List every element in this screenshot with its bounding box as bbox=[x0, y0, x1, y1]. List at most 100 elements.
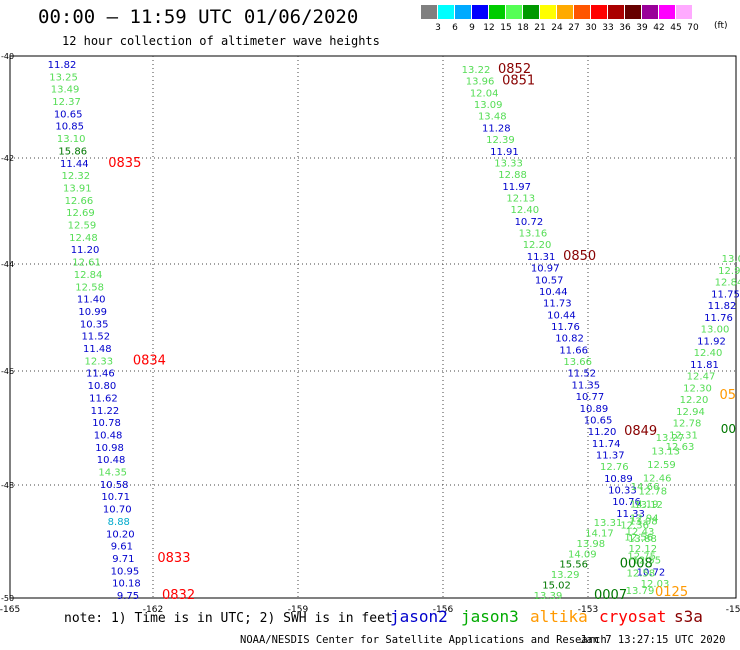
track2-swh-value: 11.52 bbox=[567, 369, 596, 380]
track2-swh-value: 11.33 bbox=[616, 509, 645, 520]
track1-swh-value: 11.44 bbox=[60, 159, 89, 170]
track2-swh-value: 10.89 bbox=[604, 474, 633, 485]
track2-swh-value: 11.31 bbox=[527, 252, 556, 263]
track1-time-label: 0833 bbox=[157, 551, 190, 566]
lon-tick-label: -162 bbox=[143, 605, 163, 615]
track2-swh-value: 12.76 bbox=[600, 462, 629, 473]
track5-swh-value: 12.78 bbox=[639, 487, 668, 498]
track2-swh-value: 11.28 bbox=[482, 123, 511, 134]
legend-swatch bbox=[540, 5, 556, 19]
track2-swh-value: 11.73 bbox=[543, 299, 572, 310]
footer-credit: NOAA/NESDIS Center for Satellite Applica… bbox=[240, 634, 607, 646]
track2-swh-value: 12.40 bbox=[510, 205, 539, 216]
track1-swh-value: 11.62 bbox=[89, 393, 118, 404]
track5-swh-value: 12.94 bbox=[630, 514, 659, 525]
track4-swh-value: 13.08 bbox=[629, 517, 658, 528]
track2-swh-value: 10.65 bbox=[584, 415, 613, 426]
altika-time-label: 05 bbox=[719, 388, 736, 403]
track2-swh-value: 10.77 bbox=[576, 392, 605, 403]
legend-label: 15 bbox=[500, 23, 512, 33]
track2-swh-value: 13.48 bbox=[478, 112, 507, 123]
legend-label: 39 bbox=[636, 23, 648, 33]
track2-time-label: 0852 bbox=[498, 62, 531, 77]
track1-swh-value: 12.58 bbox=[75, 282, 104, 293]
legend-label: 30 bbox=[585, 23, 597, 33]
legend-swatch bbox=[421, 5, 437, 19]
lat-tick-label: -48 bbox=[1, 481, 14, 490]
track2-swh-value: 12.20 bbox=[523, 240, 552, 251]
jason3-time-label: 00 bbox=[721, 422, 736, 436]
legend-swatch bbox=[489, 5, 505, 19]
track2-swh-value: 13.96 bbox=[466, 77, 495, 88]
track1-swh-value: 11.48 bbox=[83, 344, 112, 355]
track1-swh-value: 14.35 bbox=[98, 468, 127, 479]
track1-swh-value: 13.91 bbox=[63, 183, 92, 194]
track1-swh-value: 9.61 bbox=[111, 542, 133, 553]
track1-swh-value: 9.71 bbox=[112, 554, 134, 565]
legend-swatch bbox=[455, 5, 471, 19]
track2-swh-value: 13.22 bbox=[462, 65, 491, 76]
track6-swh-value: 12.78 bbox=[673, 419, 702, 430]
legend-label: 9 bbox=[469, 23, 475, 33]
track2-swh-value: 11.66 bbox=[559, 345, 588, 356]
lon-tick-label: -150 bbox=[726, 605, 740, 615]
track5-swh-value: 12.59 bbox=[647, 460, 676, 471]
track2-swh-value: 10.82 bbox=[555, 334, 584, 345]
track2-swh-value: 11.37 bbox=[596, 451, 625, 462]
track4-swh-value: 14.66 bbox=[631, 482, 660, 493]
track3-swh-value: 14.09 bbox=[568, 549, 597, 560]
track1-swh-value: 10.78 bbox=[92, 418, 121, 429]
track6-swh-value: 12.30 bbox=[683, 383, 712, 394]
track1-swh-value: 10.35 bbox=[80, 319, 109, 330]
track6-swh-value: 12.99 bbox=[718, 266, 740, 277]
track1-swh-value: 10.58 bbox=[100, 480, 129, 491]
track1-swh-value: 9.75 bbox=[117, 591, 139, 602]
track2-swh-value: 12.56 bbox=[624, 532, 653, 543]
track2-swh-value: 13.66 bbox=[563, 357, 592, 368]
track1-swh-value: 11.20 bbox=[71, 245, 100, 256]
track1-swh-value: 12.48 bbox=[69, 233, 98, 244]
footer-note: note: 1) Time is in UTC; 2) SWH is in fe… bbox=[64, 611, 393, 626]
lon-tick-label: -165 bbox=[0, 605, 20, 615]
track1-swh-value: 12.84 bbox=[74, 270, 103, 281]
track5-swh-value: 12.46 bbox=[643, 473, 672, 484]
track6-swh-value: 11.82 bbox=[708, 301, 737, 312]
track2-swh-value: 10.72 bbox=[637, 567, 666, 578]
track1-swh-value: 10.98 bbox=[95, 443, 124, 454]
legend-swatch bbox=[574, 5, 590, 19]
track4-swh-value: 12.58 bbox=[627, 569, 656, 580]
page-title: 00:00 – 11:59 UTC 01/06/2020 bbox=[38, 6, 359, 28]
track1-swh-value: 10.65 bbox=[54, 109, 83, 120]
track3-swh-value: 13.31 bbox=[594, 518, 623, 529]
footer-timestamp: Jan 7 13:27:15 UTC 2020 bbox=[580, 634, 726, 646]
track6-swh-value: 13.00 bbox=[701, 325, 730, 336]
legend-swatch bbox=[659, 5, 675, 19]
legend-label: 27 bbox=[568, 23, 580, 33]
track1-swh-value: 8.88 bbox=[108, 517, 130, 528]
track1-time-label: 0832 bbox=[162, 588, 195, 603]
track1-swh-value: 11.46 bbox=[86, 369, 115, 380]
track5-swh-value: 12.43 bbox=[626, 527, 655, 538]
track5-swh-value: 13.12 bbox=[634, 500, 663, 511]
track6-swh-value: 11.75 bbox=[711, 289, 740, 300]
track2-swh-value: 11.35 bbox=[572, 380, 601, 391]
lon-tick-label: -156 bbox=[433, 605, 454, 615]
track3-swh-value: 13.98 bbox=[577, 539, 606, 550]
legend-label: 21 bbox=[534, 23, 546, 33]
track1-swh-value: 12.69 bbox=[66, 208, 95, 219]
legend-label: 70 bbox=[687, 23, 699, 33]
track2-swh-value: 13.09 bbox=[474, 100, 503, 111]
track2-swh-value: 12.12 bbox=[628, 544, 657, 555]
track1-swh-value: 10.71 bbox=[101, 492, 130, 503]
legend-swatch bbox=[523, 5, 539, 19]
legend-s3a: s3a bbox=[674, 607, 703, 626]
track1-swh-value: 10.48 bbox=[94, 430, 123, 441]
track1-swh-value: 10.20 bbox=[106, 529, 135, 540]
track1-swh-value: 12.37 bbox=[52, 97, 81, 108]
track6-swh-value: 12.40 bbox=[694, 348, 723, 359]
track6-swh-value: 12.20 bbox=[680, 395, 709, 406]
track2-swh-value: 12.36 bbox=[620, 521, 649, 532]
lat-tick-label: -44 bbox=[1, 260, 14, 269]
legend-unit: (ft) bbox=[714, 21, 728, 31]
